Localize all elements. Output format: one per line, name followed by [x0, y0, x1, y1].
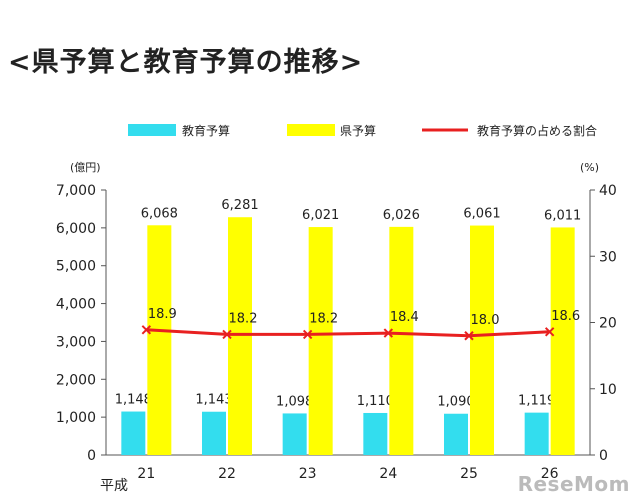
left-tick-label: 1,000 — [56, 410, 96, 426]
page-title: <県予算と教育予算の推移> — [8, 47, 364, 78]
left-tick-label: 5,000 — [56, 259, 96, 275]
left-tick-label: 7,000 — [56, 183, 96, 199]
right-tick-label: 10 — [599, 382, 617, 398]
legend-label-prefecture-budget: 県予算 — [340, 123, 376, 138]
bar-prefecture-budget — [550, 227, 575, 455]
data-label-education-budget: 1,148 — [115, 393, 152, 408]
ratio-point-marker — [544, 327, 555, 337]
data-label-ratio: 18.2 — [229, 311, 258, 326]
data-label-prefecture-budget: 6,068 — [141, 206, 178, 221]
bar-prefecture-budget — [389, 226, 414, 455]
ratio-line-series: 18.9 18.2 18.2 18.4 18.0 18.6 — [141, 307, 580, 341]
bar-prefecture-budget — [147, 225, 172, 455]
data-label-prefecture-budget: 6,026 — [383, 208, 420, 223]
left-tick-label: 6,000 — [56, 221, 96, 237]
left-tick-label: 2,000 — [56, 372, 96, 388]
legend-label-ratio: 教育予算の占める割合 — [477, 123, 597, 138]
data-label-education-budget: 1,119 — [518, 394, 555, 409]
legend-swatch-education-budget — [128, 124, 176, 136]
data-label-ratio: 18.6 — [551, 309, 580, 324]
legend-swatch-prefecture-budget — [287, 124, 335, 136]
x-tick-label: 25 — [460, 466, 478, 482]
data-label-prefecture-budget: 6,281 — [221, 198, 258, 213]
data-label-ratio: 18.9 — [148, 307, 177, 322]
data-label-prefecture-budget: 6,011 — [544, 208, 581, 223]
data-label-prefecture-budget: 6,061 — [463, 207, 500, 222]
left-tick-label: 3,000 — [56, 334, 96, 350]
left-axis-ticks: 0 1,000 2,000 3,000 4,000 5,000 6,000 7,000 — [56, 183, 106, 464]
data-label-education-budget: 1,143 — [195, 393, 232, 408]
bar-prefecture-budget — [470, 225, 494, 455]
bar-education-budget — [444, 413, 468, 455]
bar-prefecture-budget — [228, 217, 252, 455]
ratio-point-marker — [302, 329, 313, 340]
bar-education-budget — [363, 412, 388, 455]
ratio-point-marker — [383, 328, 394, 338]
bars: 1,148 1,143 1,098 1,110 1,090 1,119 6,068 6,281… — [115, 198, 581, 455]
legend-label-education-budget: 教育予算 — [182, 123, 230, 138]
x-tick-label: 24 — [379, 466, 397, 482]
data-label-prefecture-budget: 6,021 — [302, 208, 339, 223]
right-tick-label: 40 — [599, 183, 617, 199]
left-tick-label: 0 — [87, 448, 96, 464]
data-label-education-budget: 1,110 — [357, 394, 394, 409]
ratio-point-marker — [222, 329, 232, 340]
data-label-education-budget: 1,098 — [276, 394, 313, 409]
bar-education-budget — [282, 413, 307, 455]
right-tick-label: 0 — [599, 448, 608, 464]
watermark-logo: ReseMom — [517, 472, 630, 496]
data-label-ratio: 18.4 — [390, 310, 419, 325]
bar-prefecture-budget — [308, 227, 333, 455]
bar-education-budget — [202, 411, 226, 455]
x-tick-label: 26 — [541, 466, 559, 482]
left-axis-unit: (億円) — [70, 161, 101, 174]
ratio-line — [146, 328, 550, 338]
ratio-point-marker — [141, 325, 152, 335]
right-axis-ticks: 0 10 20 30 40 — [590, 183, 617, 464]
data-label-ratio: 18.0 — [471, 313, 500, 328]
right-axis-unit: (%) — [580, 161, 599, 174]
data-label-ratio: 18.2 — [309, 311, 338, 326]
data-label-education-budget: 1,090 — [437, 395, 474, 410]
x-tick-label: 23 — [299, 466, 317, 482]
right-tick-label: 30 — [599, 249, 617, 265]
left-tick-label: 4,000 — [56, 297, 96, 313]
right-tick-label: 20 — [599, 316, 617, 332]
ratio-point-marker — [464, 331, 474, 341]
bar-education-budget — [524, 412, 549, 455]
legend: 教育予算 県予算 教育予算の占める割合 — [128, 123, 597, 138]
x-tick-label: 22 — [218, 466, 236, 482]
x-tick-label: 21 — [137, 466, 155, 482]
bar-education-budget — [121, 411, 146, 455]
x-axis-prefix: 平成 — [100, 478, 128, 494]
x-axis-ticks: 21 22 23 24 25 26 — [137, 466, 558, 482]
